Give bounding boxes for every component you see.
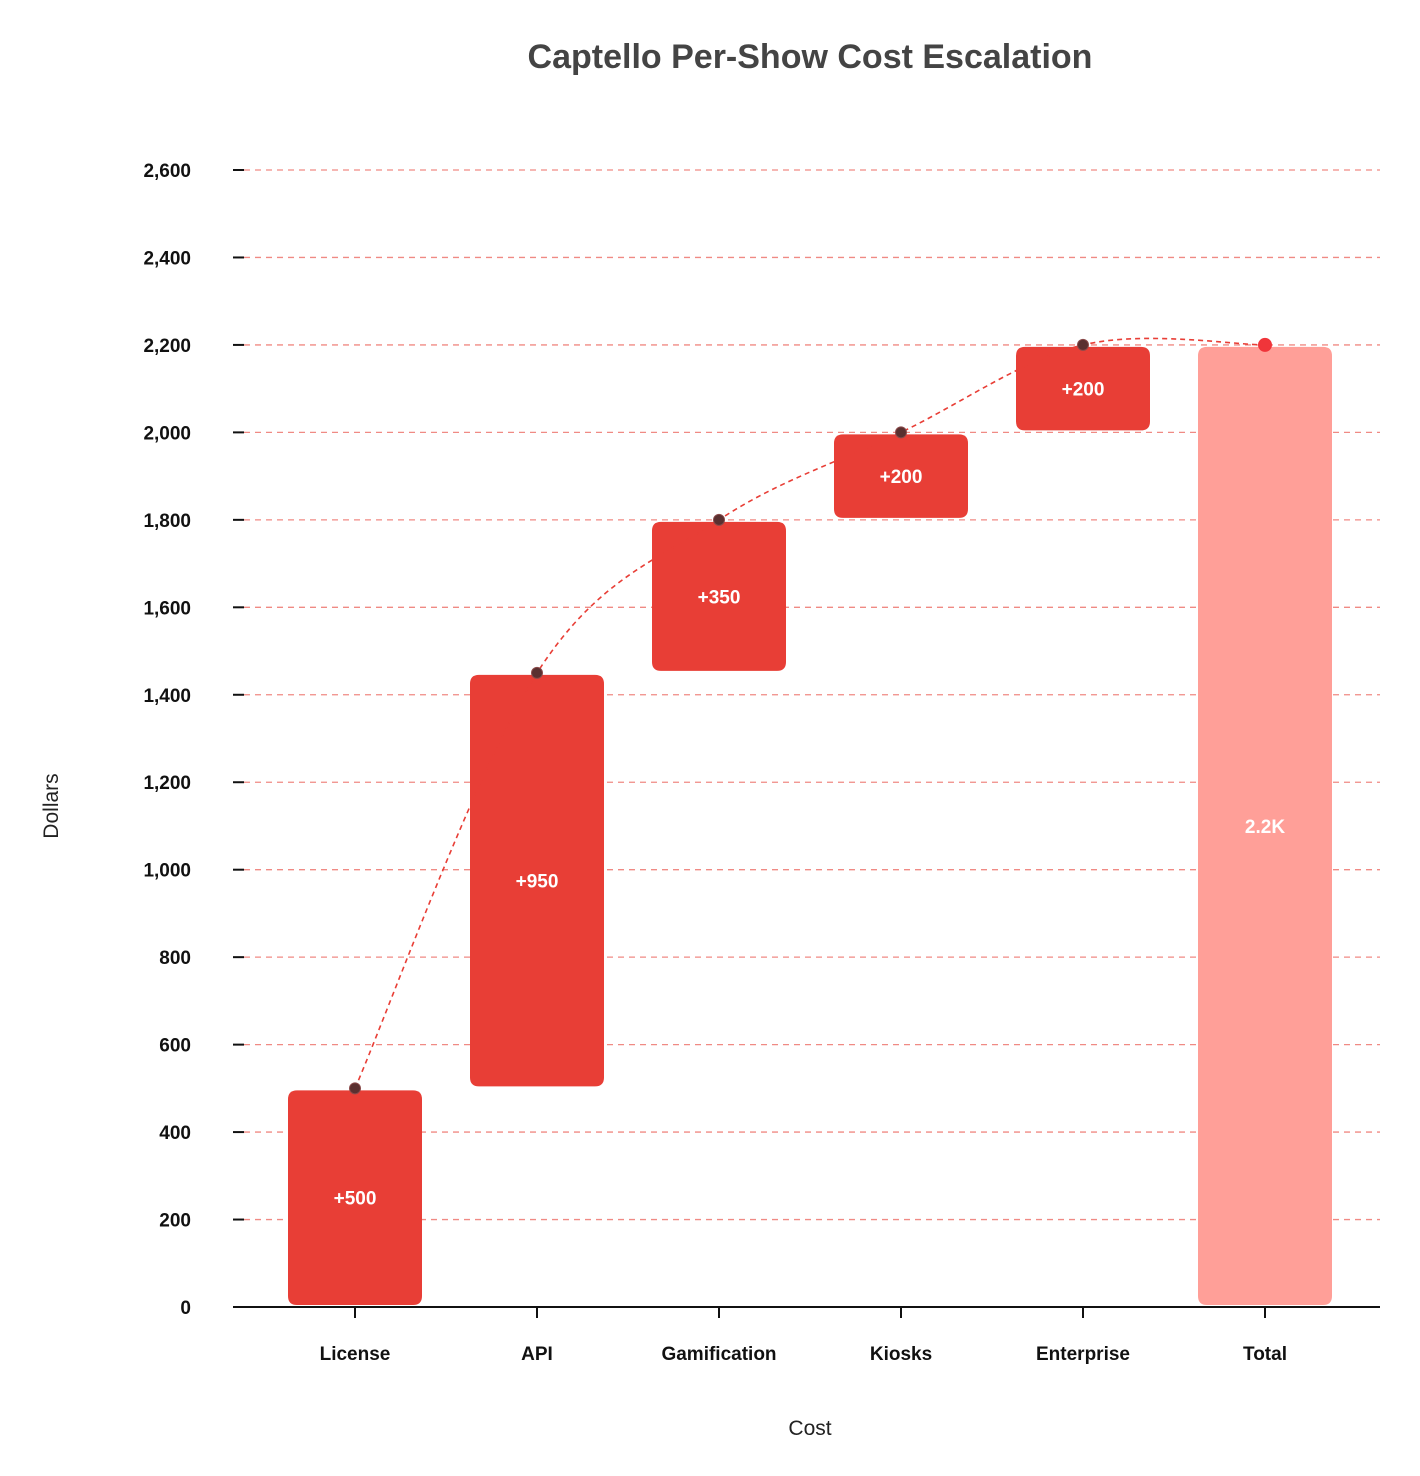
y-tick-label: 800: [159, 948, 191, 969]
bar-value-label: +500: [334, 1189, 377, 1210]
labels: +500 +950 +350 +200 +200 2.2K: [334, 380, 1286, 1210]
bar-value-label: +950: [516, 872, 559, 893]
connector: [349, 337, 1272, 1095]
y-tick-label: 1,600: [143, 598, 191, 619]
y-tick-label: 1,400: [143, 686, 191, 707]
connector-marker: [1077, 338, 1089, 351]
bars: [288, 346, 1332, 1305]
y-axis-title: Dollars: [40, 773, 63, 838]
y-tick-label: 2,200: [143, 336, 191, 357]
connector-marker: [349, 1082, 361, 1095]
y-tick-label: 2,400: [143, 248, 191, 269]
y-tick-label: 1,800: [143, 511, 191, 532]
connector-marker: [531, 666, 543, 679]
grid-lines: [244, 169, 1380, 1221]
y-tick-label: 600: [159, 1036, 191, 1057]
x-tick-label: Enterprise: [1036, 1344, 1130, 1365]
connector-marker: [713, 513, 725, 526]
bar-kiosks: [834, 434, 968, 518]
y-tick-label: 1,200: [143, 773, 191, 794]
y-tick-label: 0: [180, 1298, 191, 1319]
connector-marker: [1258, 337, 1272, 352]
y-tick-label: 1,000: [143, 861, 191, 882]
x-tick-label: Gamification: [661, 1344, 776, 1365]
x-tick-label: Total: [1243, 1344, 1287, 1365]
x-tick-label: API: [521, 1344, 553, 1365]
bar-value-label: +200: [880, 467, 923, 488]
y-tick-label: 400: [159, 1123, 191, 1144]
bar-api: [470, 674, 604, 1087]
x-axis-title: Cost: [788, 1417, 831, 1440]
bar-value-label: +200: [1062, 380, 1105, 401]
y-tick-label: 2,000: [143, 423, 191, 444]
bar-gamification: [652, 521, 786, 671]
x-tick-label: Kiosks: [870, 1344, 932, 1365]
y-tick-label: 200: [159, 1211, 191, 1232]
connector-marker: [895, 426, 907, 439]
bar-value-label: +350: [698, 587, 741, 608]
x-tick-label: License: [320, 1344, 391, 1365]
bar-enterprise: [1016, 346, 1150, 431]
y-tick-label: 2,600: [143, 161, 191, 182]
chart-title: Captello Per-Show Cost Escalation: [528, 38, 1093, 76]
bar-license: [288, 1090, 422, 1305]
bar-value-label: 2.2K: [1245, 817, 1285, 838]
bar-total: [1198, 346, 1332, 1305]
axes: 0 200 400 600 800 1,000 1,200 1,400 1,600 1,800 2,…: [143, 161, 1380, 1365]
